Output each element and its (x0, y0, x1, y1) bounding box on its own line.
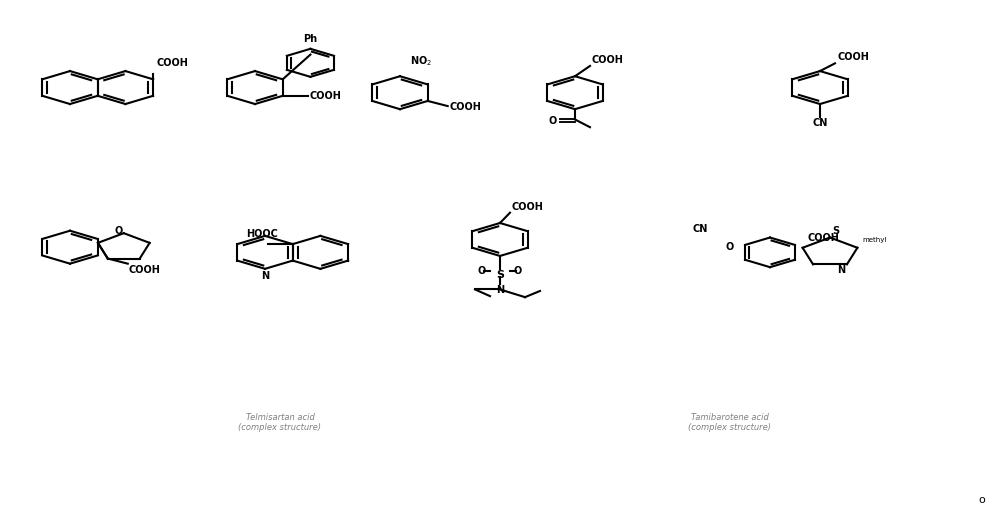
Text: COOH: COOH (310, 91, 342, 101)
Text: Ph: Ph (303, 33, 317, 44)
Text: COOH: COOH (808, 233, 839, 243)
Text: HOOC: HOOC (247, 229, 278, 239)
Text: O: O (115, 226, 123, 236)
Text: O: O (514, 266, 522, 277)
Text: COOH: COOH (156, 59, 188, 68)
Text: COOH: COOH (129, 265, 161, 274)
Text: NO$_2$: NO$_2$ (410, 55, 432, 68)
Text: Tamibarotene acid
(complex structure): Tamibarotene acid (complex structure) (688, 413, 772, 432)
Text: methyl: methyl (862, 236, 887, 243)
Text: COOH: COOH (837, 53, 869, 62)
Text: S: S (496, 270, 504, 280)
Text: o: o (978, 495, 985, 505)
Text: Telmisartan acid
(complex structure): Telmisartan acid (complex structure) (239, 413, 322, 432)
Text: O: O (478, 266, 486, 277)
Text: CN: CN (692, 225, 708, 234)
Text: N: N (261, 271, 269, 281)
Text: COOH: COOH (450, 102, 482, 112)
Text: O: O (549, 115, 557, 126)
Text: COOH: COOH (512, 202, 544, 212)
Text: CN: CN (812, 118, 828, 128)
Text: O: O (726, 242, 734, 252)
Text: S: S (832, 227, 839, 236)
Text: N: N (496, 285, 504, 295)
Text: COOH: COOH (592, 55, 624, 65)
Text: N: N (837, 265, 845, 276)
